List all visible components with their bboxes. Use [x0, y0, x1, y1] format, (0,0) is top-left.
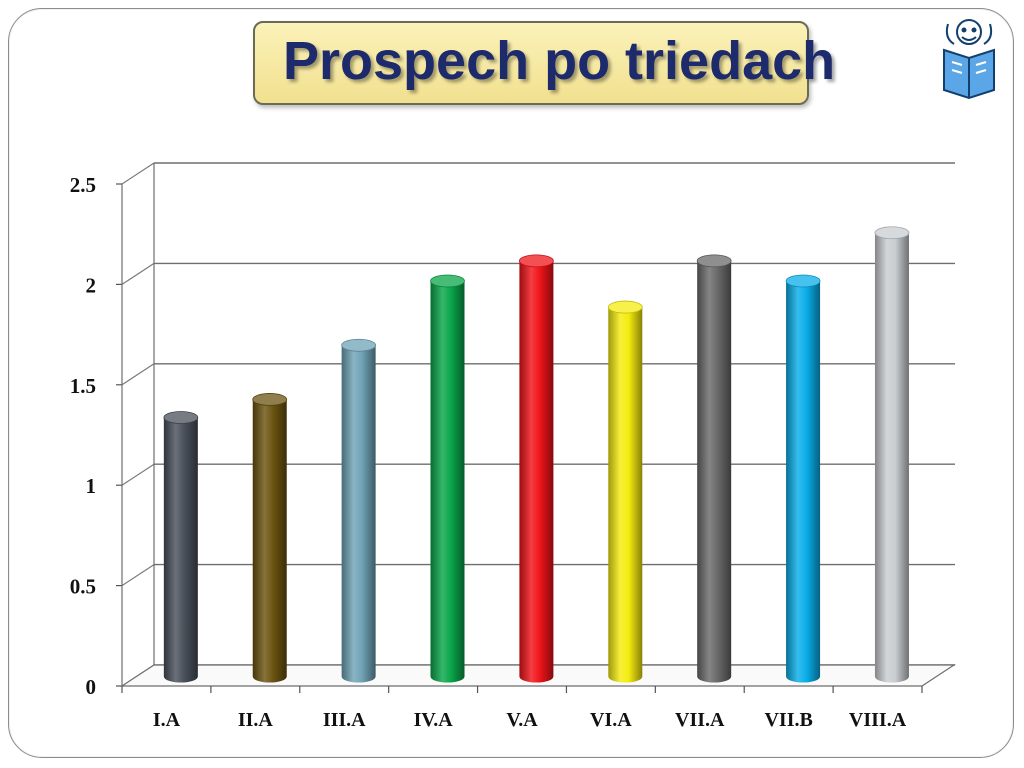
y-tick-label: 2: [86, 273, 97, 297]
y-tick-label: 2.5: [70, 173, 96, 197]
bar-IV.A: [430, 280, 465, 683]
y-tick-label: 0: [86, 675, 97, 699]
slide-title: Prospech po triedach: [283, 31, 836, 91]
bar-top-VIII.A: [874, 226, 910, 240]
bar-top-II.A: [252, 393, 288, 406]
x-tick-label: II.A: [238, 709, 274, 731]
bar-top-VII.B: [785, 274, 821, 288]
bar-top-III.A: [341, 338, 377, 352]
gridline-connector: [121, 162, 155, 185]
bar-II.A: [252, 399, 287, 683]
bar-top-I.A: [163, 411, 199, 424]
x-tick-label: I.A: [153, 709, 181, 731]
x-tick-label: V.A: [506, 709, 538, 731]
y-tick-label: 0.5: [70, 575, 96, 599]
x-tick-label: VI.A: [590, 709, 632, 731]
x-tick-label: III.A: [323, 709, 366, 731]
y-tick-label: 1: [86, 474, 97, 498]
school-mascot-logo-icon: [943, 19, 995, 100]
gridline-connector: [121, 463, 155, 486]
gridline-connector: [121, 564, 155, 587]
bar-VII.A: [697, 260, 732, 683]
bar-top-VII.A: [696, 254, 732, 268]
gridline-connector: [121, 262, 155, 285]
y-tick-label: 1.5: [70, 374, 96, 398]
bar-top-V.A: [519, 254, 554, 268]
bar-top-IV.A: [430, 274, 465, 288]
x-tick-label: VII.B: [764, 709, 812, 731]
bar-VIII.A: [874, 232, 909, 683]
bar-top-VI.A: [607, 300, 643, 314]
title-box: [253, 21, 809, 105]
bar-III.A: [341, 345, 376, 683]
x-tick-label: VIII.A: [849, 709, 907, 731]
gridline-connector: [121, 363, 155, 386]
bar-VI.A: [608, 307, 643, 683]
bar-I.A: [163, 417, 198, 683]
x-tick-label: IV.A: [414, 709, 454, 731]
bar-VII.B: [786, 280, 821, 683]
x-tick-label: VII.A: [675, 709, 725, 731]
bar-V.A: [519, 260, 554, 683]
